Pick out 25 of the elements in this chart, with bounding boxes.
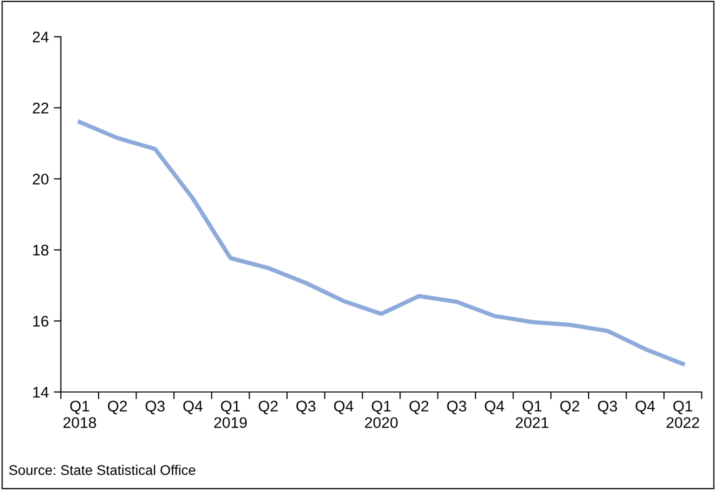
x-tick-label: Q3 <box>146 400 165 414</box>
y-tick-label: 14 <box>33 387 49 398</box>
x-tick-label: Q4 <box>334 400 354 414</box>
x-tick-label: Q4 <box>183 400 203 414</box>
x-tick-label: Q3 <box>296 400 316 414</box>
x-tick-label: Q1 2021 <box>516 400 548 428</box>
x-tick-label: Q2 <box>560 400 580 414</box>
x-tick-label: Q3 <box>598 400 617 414</box>
line-series <box>78 120 685 366</box>
y-tick-label: 22 <box>32 102 48 114</box>
x-tick-label: Q1 2019 <box>214 400 247 428</box>
x-tick-label: Q2 <box>108 400 127 414</box>
x-tick-label: Q2 <box>410 400 428 414</box>
y-tick-label: 18 <box>33 244 48 256</box>
x-tick-label: Q4 <box>484 400 504 414</box>
y-tick-label: 16 <box>33 316 48 327</box>
x-tick-label: Q1 2022 <box>666 400 700 428</box>
x-tick-label: Q1 2018 <box>63 400 96 428</box>
y-tick-label: 24 <box>32 32 49 42</box>
y-tick-label: 20 <box>32 174 48 185</box>
x-tick-label: Q1 2020 <box>365 400 398 428</box>
source-note: Source: State Statistical Office <box>9 464 196 476</box>
x-tick-label: Q4 <box>636 400 655 414</box>
x-tick-label: Q3 <box>447 400 466 414</box>
x-tick-label: Q2 <box>258 400 278 414</box>
